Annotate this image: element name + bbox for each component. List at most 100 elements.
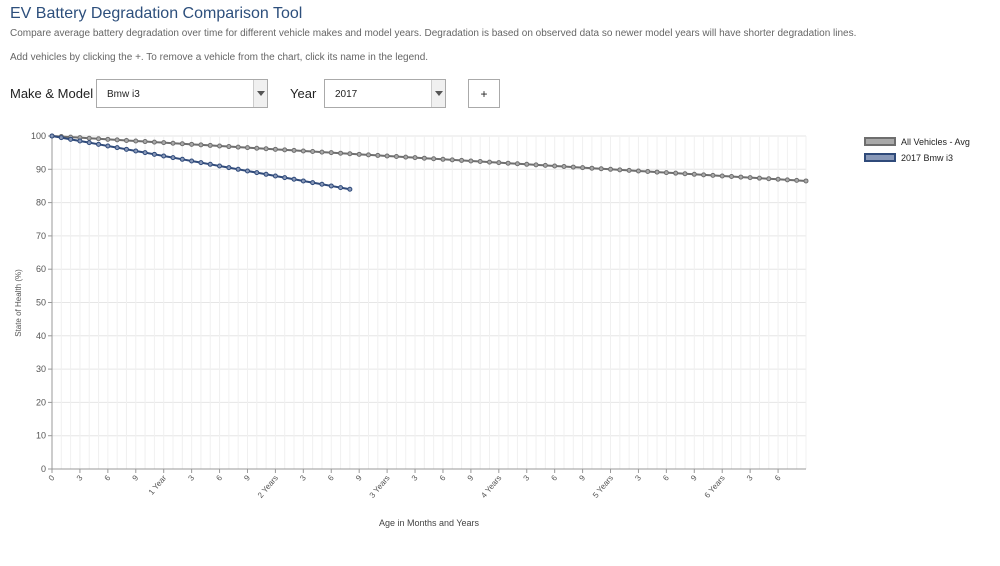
data-point (300, 178, 306, 184)
page-description: Compare average battery degradation over… (10, 28, 857, 39)
data-point (626, 167, 632, 173)
y-tick-label: 70 (36, 231, 46, 241)
data-point (328, 183, 334, 189)
data-point (347, 186, 353, 192)
data-point (235, 144, 241, 150)
data-point (589, 165, 595, 171)
y-tick-label: 30 (36, 364, 46, 374)
legend-label: 2017 Bmw i3 (901, 153, 954, 163)
data-point (338, 185, 344, 191)
x-tick-label: 3 (745, 473, 755, 483)
data-point (189, 158, 195, 164)
data-point (244, 168, 250, 174)
data-point (291, 176, 297, 182)
data-point (151, 151, 157, 157)
data-point (86, 140, 92, 146)
data-point (105, 136, 111, 142)
data-point (217, 163, 223, 169)
data-point (477, 159, 483, 165)
legend-label: All Vehicles - Avg (901, 137, 970, 147)
year-value: 2017 (335, 89, 358, 100)
data-point (179, 141, 185, 147)
page-title: EV Battery Degradation Comparison Tool (10, 5, 303, 22)
x-tick-label: 3 (410, 473, 420, 483)
data-point (198, 142, 204, 148)
add-vehicle-button[interactable]: + (468, 79, 500, 108)
year-select[interactable]: 2017 (324, 79, 446, 108)
data-point (300, 148, 306, 154)
data-point (179, 156, 185, 162)
chevron-down-icon[interactable] (253, 80, 267, 107)
x-tick-label: 9 (131, 473, 141, 483)
data-point (338, 150, 344, 156)
y-tick-label: 20 (36, 397, 46, 407)
x-tick-label: 9 (689, 473, 699, 483)
data-point (189, 141, 195, 147)
data-point (142, 139, 148, 145)
data-point (384, 153, 390, 159)
data-point (319, 149, 325, 155)
x-tick-label: 4 Years (479, 474, 503, 500)
y-tick-label: 50 (36, 298, 46, 308)
data-point (198, 160, 204, 166)
data-point (608, 166, 614, 172)
data-point (310, 149, 316, 155)
data-point (244, 145, 250, 151)
data-point (598, 166, 604, 172)
x-tick-label: 3 (75, 473, 85, 483)
chevron-down-icon[interactable] (431, 80, 445, 107)
data-point (105, 143, 111, 149)
data-point (533, 162, 539, 168)
make-model-select[interactable]: Bmw i3 (96, 79, 268, 108)
data-point (282, 147, 288, 153)
data-point (775, 176, 781, 182)
data-point (682, 171, 688, 177)
data-point (756, 175, 762, 181)
data-point (133, 138, 139, 144)
data-point (291, 147, 297, 153)
data-point (282, 175, 288, 181)
data-point (272, 173, 278, 179)
data-point (440, 156, 446, 162)
data-point (449, 157, 455, 163)
data-point (86, 135, 92, 141)
y-tick-label: 90 (36, 164, 46, 174)
x-tick-label: 9 (242, 473, 252, 483)
data-point (114, 145, 120, 151)
data-point (784, 177, 790, 183)
data-point (58, 135, 64, 141)
x-tick-label: 6 (214, 473, 224, 483)
x-tick-label: 5 Years (591, 474, 615, 500)
data-point (691, 171, 697, 177)
y-tick-label: 100 (31, 131, 46, 141)
data-point (663, 170, 669, 176)
data-point (542, 162, 548, 168)
series-line (51, 135, 807, 182)
y-axis-label: State of Health (%) (14, 269, 23, 337)
data-point (766, 176, 772, 182)
data-point (319, 181, 325, 187)
data-point (710, 172, 716, 178)
data-point (580, 165, 586, 171)
data-point (226, 144, 232, 150)
make-model-label: Make & Model (10, 86, 94, 101)
x-tick-label: 3 (522, 473, 532, 483)
y-tick-label: 40 (36, 331, 46, 341)
data-point (96, 141, 102, 147)
y-tick-label: 60 (36, 264, 46, 274)
data-point (673, 170, 679, 176)
year-label: Year (290, 86, 317, 101)
x-tick-label: 9 (354, 473, 364, 483)
data-point (170, 155, 176, 161)
x-tick-label: 3 (298, 473, 308, 483)
y-tick-label: 0 (41, 464, 46, 474)
data-point (459, 157, 465, 163)
data-point (365, 152, 371, 158)
data-point (226, 165, 232, 171)
data-point (561, 164, 567, 170)
data-point (114, 137, 120, 143)
x-tick-label: 9 (466, 473, 476, 483)
data-point (151, 139, 157, 145)
data-point (719, 173, 725, 179)
x-tick-label: 1 Year (147, 473, 169, 496)
